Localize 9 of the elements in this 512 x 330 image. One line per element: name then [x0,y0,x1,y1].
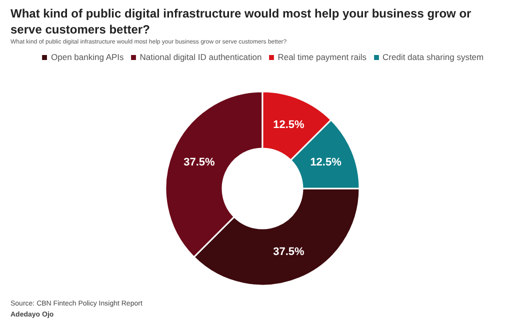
chart-subtitle: What kind of public digital infrastructure would most help your business grow or serve customers better? [10,6,472,37]
data-label: 37.5% [273,246,305,258]
legend-label: Credit data sharing system [382,52,484,62]
legend-label: Real time payment rails [278,52,367,62]
data-label: 37.5% [184,156,216,168]
legend-label: National digital ID authentication [140,52,262,62]
data-label: 12.5% [310,156,342,168]
data-label: 12.5% [273,119,305,132]
legend-label: Open banking APIs [51,52,124,62]
